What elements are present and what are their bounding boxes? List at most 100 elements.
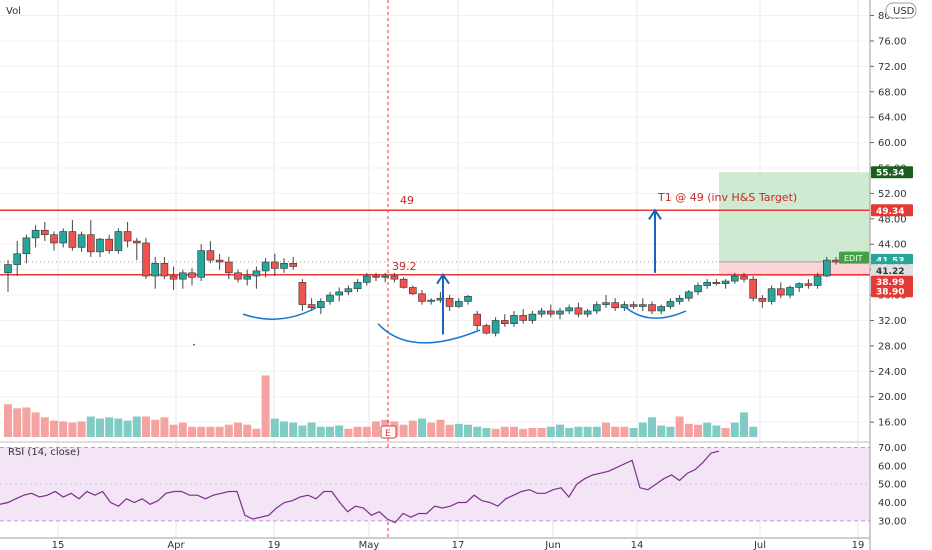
candle-body[interactable]	[362, 275, 371, 283]
candle-body[interactable]	[215, 259, 224, 263]
pattern-drawings[interactable]: E	[193, 208, 687, 439]
candle-body[interactable]	[602, 302, 610, 305]
candle-body[interactable]	[123, 231, 132, 242]
candle-body[interactable]	[188, 272, 196, 278]
candle-body[interactable]	[694, 285, 702, 293]
candle-body[interactable]	[326, 294, 334, 302]
candle-body[interactable]	[721, 280, 730, 284]
edit-button[interactable]: EDIT	[839, 251, 869, 264]
candle-body[interactable]	[335, 291, 344, 296]
head-curve[interactable]	[377, 323, 481, 344]
candle-body[interactable]	[399, 278, 408, 288]
candle-body[interactable]	[758, 297, 767, 302]
candle-body[interactable]	[556, 310, 564, 315]
candle-body[interactable]	[740, 275, 748, 280]
candle-body[interactable]	[712, 282, 721, 284]
candle-body[interactable]	[4, 264, 12, 274]
candle-body[interactable]	[565, 307, 574, 312]
candle-body[interactable]	[832, 259, 840, 263]
candlesticks[interactable]	[4, 220, 840, 337]
candle-body[interactable]	[390, 275, 399, 280]
candle-body[interactable]	[344, 288, 353, 293]
candle-body[interactable]	[408, 287, 417, 295]
candle-body[interactable]	[243, 275, 251, 280]
candle-body[interactable]	[804, 283, 813, 286]
candle-body[interactable]	[418, 293, 426, 302]
candle-body[interactable]	[40, 229, 49, 236]
left-shoulder-curve[interactable]	[242, 307, 317, 320]
measured-move-arrow-head[interactable]	[436, 272, 450, 285]
candle-body[interactable]	[822, 259, 831, 277]
candle-body[interactable]	[592, 304, 601, 312]
candle-body[interactable]	[142, 242, 150, 277]
candle-body[interactable]	[381, 275, 390, 278]
candle-body[interactable]	[307, 304, 316, 309]
candle-body[interactable]	[657, 306, 666, 312]
candle-body[interactable]	[298, 282, 307, 305]
target-arrow-head[interactable]	[648, 208, 662, 220]
annotation-target[interactable]: T1 @ 49 (inv H&S Target)	[657, 191, 797, 204]
candle-body[interactable]	[620, 304, 629, 309]
candle-body[interactable]	[252, 270, 261, 277]
candle-body[interactable]	[151, 262, 159, 277]
currency-button[interactable]: USD	[885, 2, 917, 19]
candle-body[interactable]	[197, 250, 205, 278]
candle-body[interactable]	[776, 288, 785, 296]
candle-body[interactable]	[546, 310, 555, 315]
candle-body[interactable]	[473, 313, 482, 326]
candle-body[interactable]	[813, 275, 822, 286]
candle-body[interactable]	[795, 283, 804, 288]
candle-body[interactable]	[87, 234, 95, 253]
candle-body[interactable]	[353, 282, 362, 290]
candle-body[interactable]	[179, 272, 187, 280]
candle-body[interactable]	[427, 299, 436, 302]
candle-body[interactable]	[583, 310, 592, 315]
candle-body[interactable]	[316, 301, 325, 309]
candle-body[interactable]	[629, 304, 638, 307]
candle-body[interactable]	[96, 238, 104, 253]
candle-body[interactable]	[519, 315, 528, 321]
candle-body[interactable]	[261, 261, 270, 272]
annotation-level-49[interactable]: 49	[400, 194, 414, 207]
candle-body[interactable]	[77, 234, 86, 248]
candle-body[interactable]	[648, 304, 656, 312]
candle-body[interactable]	[574, 307, 583, 315]
right-shoulder-curve[interactable]	[625, 307, 687, 319]
candle-body[interactable]	[611, 302, 620, 309]
candle-body[interactable]	[270, 261, 279, 269]
candle-body[interactable]	[289, 262, 298, 267]
candle-body[interactable]	[491, 320, 500, 334]
candle-body[interactable]	[528, 313, 537, 321]
candle-body[interactable]	[225, 261, 233, 274]
candle-body[interactable]	[445, 297, 454, 307]
earnings-marker[interactable]: E	[380, 425, 397, 439]
candle-body[interactable]	[500, 320, 509, 324]
candle-body[interactable]	[730, 275, 739, 282]
annotation-level-39[interactable]: 39.2	[392, 260, 417, 273]
candle-body[interactable]	[59, 231, 68, 244]
candle-body[interactable]	[510, 315, 518, 324]
candle-body[interactable]	[454, 301, 463, 307]
candle-body[interactable]	[206, 250, 215, 261]
candle-body[interactable]	[160, 262, 169, 277]
candle-body[interactable]	[684, 291, 693, 299]
candle-body[interactable]	[234, 272, 242, 280]
candle-body[interactable]	[68, 231, 77, 248]
candle-body[interactable]	[372, 275, 380, 278]
candle-body[interactable]	[114, 231, 123, 251]
candle-body[interactable]	[105, 238, 113, 251]
edit-button-bg[interactable]	[839, 251, 869, 264]
candle-body[interactable]	[786, 287, 794, 296]
candle-body[interactable]	[675, 297, 684, 302]
candle-body[interactable]	[767, 288, 776, 302]
candle-body[interactable]	[749, 278, 758, 299]
candle-body[interactable]	[31, 229, 40, 239]
candle-body[interactable]	[666, 301, 675, 307]
candle-body[interactable]	[482, 325, 491, 334]
candle-body[interactable]	[22, 237, 31, 255]
candle-body[interactable]	[50, 234, 58, 244]
candle-body[interactable]	[13, 253, 21, 265]
candle-body[interactable]	[464, 296, 472, 302]
candle-body[interactable]	[133, 240, 141, 244]
